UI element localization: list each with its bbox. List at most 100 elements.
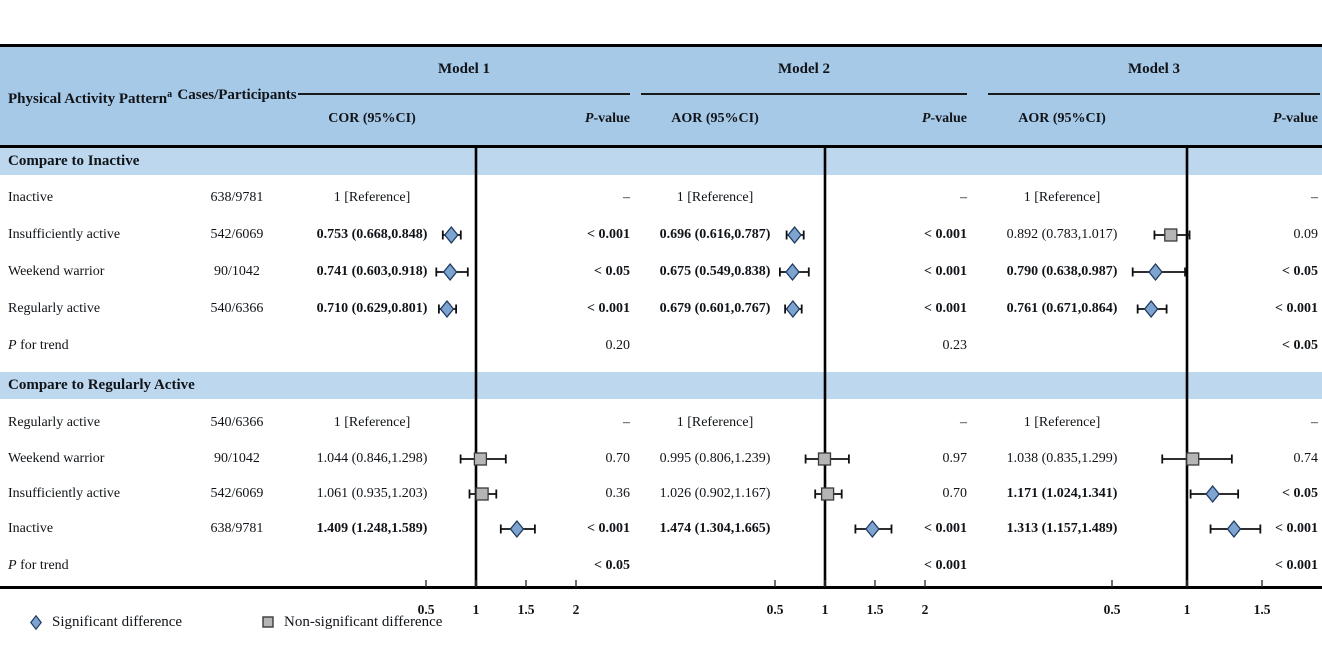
model1-or-value: 1.409 (1.248,1.589) [316,521,428,536]
svg-text:1: 1 [1184,602,1191,617]
svg-text:0.5: 0.5 [1104,602,1121,617]
model3-or-value: 1 [Reference] [1023,415,1101,430]
svg-text:1: 1 [473,602,480,617]
model1-p-value: 0.20 [605,338,631,353]
table-row: Insufficiently active 542/6069 0.753 (0.… [0,224,1322,246]
model1-p-value: < 0.001 [587,227,630,242]
model2-p-value: 0.23 [942,338,968,353]
model1-or-value: 1 [Reference] [333,190,411,205]
model1-p-value: 0.36 [605,486,631,501]
model3-or-header: AOR (95%CI) [1018,111,1106,126]
model2-or-value: 0.679 (0.601,0.767) [659,301,771,316]
model3-p-value: – [1311,415,1318,430]
table-row: Regularly active 540/6366 1 [Reference] … [0,412,1322,434]
model2-p-value: – [960,190,967,205]
model2-or-value: 1.474 (1.304,1.665) [659,521,771,536]
cases-value: 540/6366 [210,301,264,316]
model2-underline [641,93,967,95]
cases-value: 542/6069 [210,227,264,242]
model3-p-value: < 0.001 [1275,521,1318,536]
model3-p-value: < 0.05 [1282,486,1318,501]
row-label: Weekend warrior [8,451,105,466]
table-row: Weekend warrior 90/1042 0.741 (0.603,0.9… [0,261,1322,283]
model2-or-value: 1.026 (0.902,1.167) [659,486,771,501]
svg-text:1: 1 [822,602,829,617]
model1-p-value: – [623,415,630,430]
model3-underline [988,93,1320,95]
model1-or-value: 1 [Reference] [333,415,411,430]
table-row: Inactive 638/9781 1.409 (1.248,1.589) < … [0,518,1322,540]
model1-p-value: < 0.001 [587,521,630,536]
row-label: Regularly active [8,301,101,316]
model3-p-value: < 0.05 [1282,264,1318,279]
model3-or-value: 0.790 (0.638,0.987) [1006,264,1118,279]
model2-or-value: 0.995 (0.806,1.239) [659,451,771,466]
model1-or-value: 1.061 (0.935,1.203) [316,486,428,501]
model3-p-value: < 0.001 [1275,301,1318,316]
model3-or-value: 1 [Reference] [1023,190,1101,205]
model3-or-value: 0.761 (0.671,0.864) [1006,301,1118,316]
model2-or-value: 0.675 (0.549,0.838) [659,264,771,279]
square-icon [262,616,274,628]
table-header-band [0,47,1322,145]
row-label: Inactive [8,190,54,205]
svg-text:1.5: 1.5 [518,602,535,617]
model1-p-value: < 0.001 [587,301,630,316]
row-label: P for trend [8,558,69,573]
model3-p-value: < 0.05 [1282,338,1318,353]
cases-value: 542/6069 [210,486,264,501]
model2-or-value: 1 [Reference] [676,415,754,430]
model2-pvalue-header: P-value [921,111,967,126]
diamond-icon [30,614,42,630]
cases-value: 638/9781 [210,190,264,205]
model3-p-value: 0.74 [1293,451,1319,466]
table-row: Inactive 638/9781 1 [Reference] – 1 [Ref… [0,187,1322,209]
table-row: Insufficiently active 542/6069 1.061 (0.… [0,483,1322,505]
cases-value: 638/9781 [210,521,264,536]
model1-or-value: 0.741 (0.603,0.918) [316,264,428,279]
model2-or-value: 0.696 (0.616,0.787) [659,227,771,242]
model1-or-value: 0.710 (0.629,0.801) [316,301,428,316]
legend-non-significant-label: Non-significant difference [284,613,443,630]
row-label: Regularly active [8,415,101,430]
table-row: Regularly active 540/6366 0.710 (0.629,0… [0,298,1322,320]
legend-non-significant: Non-significant difference [262,611,442,633]
section-band-compare-inactive [0,148,1322,175]
model1-pvalue-header: P-value [584,111,630,126]
model1-underline [298,93,630,95]
svg-text:0.5: 0.5 [767,602,784,617]
trend-row: P for trend 0.20 0.23 < 0.05 [0,335,1322,357]
svg-text:2: 2 [573,602,580,617]
model2-p-value: < 0.001 [924,558,967,573]
column-header-activity-pattern: Physical Activity Patterna [8,82,172,108]
model3-or-value: 1.171 (1.024,1.341) [1006,486,1118,501]
model1-p-value: < 0.05 [594,264,630,279]
model1-p-value: < 0.05 [594,558,630,573]
model3-or-value: 1.313 (1.157,1.489) [1006,521,1118,536]
cases-value: 90/1042 [214,264,260,279]
model3-p-value: – [1311,190,1318,205]
model3-or-value: 0.892 (0.783,1.017) [1006,227,1118,242]
model1-or-value: 1.044 (0.846,1.298) [316,451,428,466]
model2-p-value: < 0.001 [924,521,967,536]
model1-header: Model 1 [437,61,491,77]
model2-p-value: < 0.001 [924,227,967,242]
legend-significant: Significant difference [30,611,182,633]
model3-p-value: < 0.001 [1275,558,1318,573]
legend-significant-label: Significant difference [52,613,183,630]
svg-text:1.5: 1.5 [867,602,884,617]
svg-text:2: 2 [922,602,929,617]
model1-or-value: 0.753 (0.668,0.848) [316,227,428,242]
model1-p-value: – [623,190,630,205]
section-band-compare-regularly-active [0,372,1322,399]
model2-p-value: 0.70 [942,486,968,501]
row-label: Insufficiently active [8,486,121,501]
footnote-marker: a [167,89,173,100]
header-bottom-border [0,145,1322,148]
activity-pattern-label: Physical Activity Pattern [8,91,168,107]
model1-p-value: 0.70 [605,451,631,466]
cases-value: 540/6366 [210,415,264,430]
section-title-compare-regularly-active: Compare to Regularly Active [8,377,195,393]
model3-header: Model 3 [1127,61,1181,77]
model1-or-header: COR (95%CI) [328,111,416,126]
